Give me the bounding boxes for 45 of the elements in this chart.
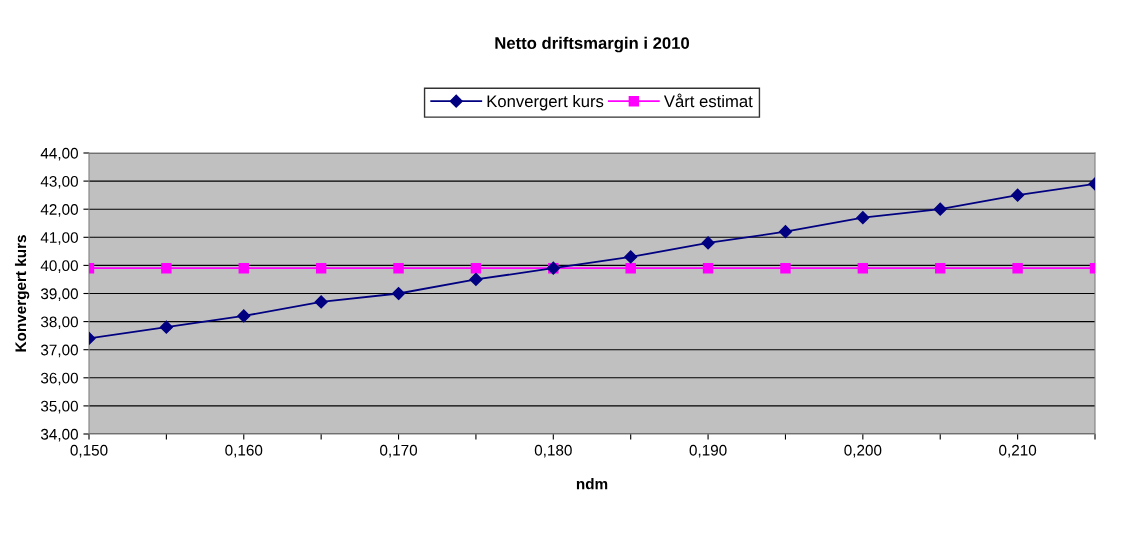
point <box>159 320 173 334</box>
x-tick-label: 0,170 <box>380 444 418 458</box>
y-tick-label: 39,00 <box>40 288 78 301</box>
point <box>1012 263 1023 274</box>
point <box>315 263 327 274</box>
point <box>1011 188 1025 202</box>
x-axis-title: ndm <box>576 478 608 490</box>
y-tick-label: 38,00 <box>40 316 78 330</box>
x-tick-label: 0,200 <box>844 444 882 458</box>
y-tick-label: 43,00 <box>40 175 78 189</box>
point <box>625 263 636 274</box>
point <box>237 309 251 323</box>
y-tick-label: 44,00 <box>40 147 78 161</box>
point <box>935 263 946 274</box>
point <box>314 295 328 309</box>
chart-title: Netto driftsmargin i 2010 <box>495 36 690 53</box>
y-tick-label: 41,00 <box>40 232 78 245</box>
point <box>857 263 869 274</box>
legend-label: Vårt estimat <box>663 93 753 108</box>
point <box>778 225 793 239</box>
legend-label: Konvergert kurs <box>487 94 604 111</box>
point <box>469 272 483 287</box>
y-tick-label: 42,00 <box>40 204 78 217</box>
point <box>161 263 172 274</box>
point <box>624 250 638 264</box>
y-tick-label: 34,00 <box>40 428 78 442</box>
point <box>393 263 404 274</box>
y-tick-label: 40,00 <box>40 260 78 273</box>
x-tick-label: 0,180 <box>534 444 572 458</box>
point <box>856 211 870 225</box>
point <box>470 263 482 274</box>
point <box>780 263 791 274</box>
y-tick-label: 35,00 <box>40 400 78 414</box>
y-axis-title: Konvergert kurs <box>14 235 30 352</box>
y-tick-label: 37,00 <box>40 344 78 358</box>
x-tick-label: 0,210 <box>999 444 1037 458</box>
point <box>933 202 947 216</box>
y-tick-label: 36,00 <box>40 372 78 386</box>
point <box>701 236 715 250</box>
point <box>702 263 714 274</box>
point <box>391 286 406 301</box>
x-tick-label: 0,190 <box>689 444 727 458</box>
x-tick-label: 0,160 <box>225 444 263 458</box>
x-tick-label: 0,150 <box>70 444 108 458</box>
point <box>238 263 249 274</box>
